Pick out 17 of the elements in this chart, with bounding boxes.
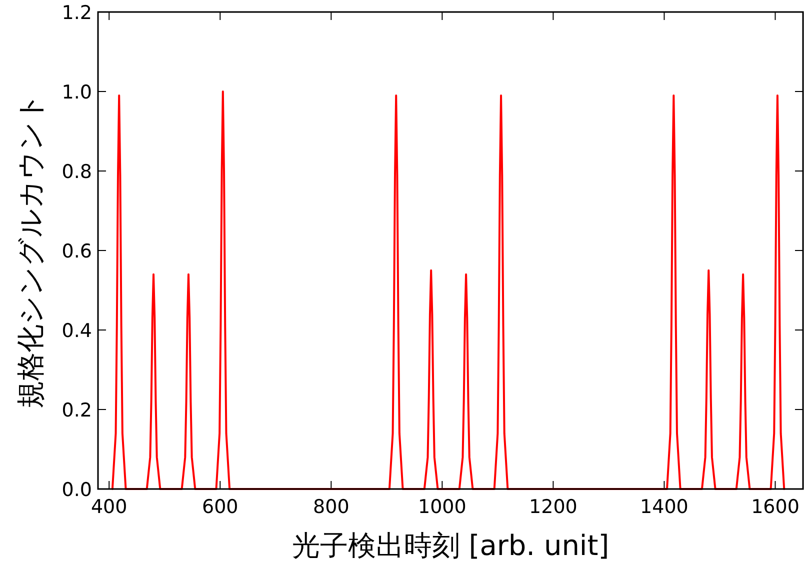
y-tick-label: 0.2	[62, 400, 92, 422]
y-tick-label: 0.6	[62, 240, 92, 262]
x-tick-label: 400	[90, 496, 128, 518]
y-tick-label: 0.8	[62, 161, 92, 183]
x-axis-title: 光子検出時刻 [arb. unit]	[292, 529, 610, 562]
x-tick-label: 600	[202, 496, 238, 518]
x-tick-label: 1400	[640, 496, 688, 518]
y-tick-label: 1.0	[62, 82, 92, 104]
line-series	[111, 90, 786, 490]
x-tick-label: 1200	[529, 496, 578, 518]
y-tick-label: 1.2	[62, 2, 92, 24]
x-tick-label: 800	[313, 496, 350, 518]
x-tick-label: 1000	[418, 496, 466, 518]
y-axis-title: 規格化シングルカウント	[14, 92, 47, 408]
y-tick-label: 0.4	[62, 320, 92, 342]
y-tick-label: 0.0	[62, 479, 92, 501]
x-tick-label: 1600	[751, 496, 800, 518]
